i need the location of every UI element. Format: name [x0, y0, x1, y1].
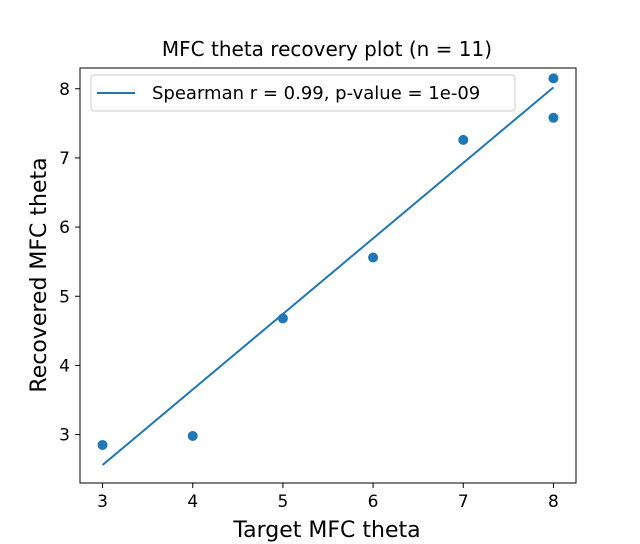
x-tick-label: 5	[277, 492, 288, 512]
x-tick-label: 8	[548, 492, 559, 512]
plot-frame	[79, 67, 577, 484]
x-tick-label: 4	[187, 492, 198, 512]
y-tick-label: 8	[59, 80, 70, 100]
data-point	[548, 73, 559, 84]
data-point	[548, 112, 559, 123]
fit-line-layer	[101, 86, 555, 466]
data-point	[368, 252, 379, 263]
plot-area	[79, 67, 577, 484]
scatter-points-layer	[97, 73, 559, 450]
x-tick-label: 3	[97, 492, 108, 512]
legend-label: Spearman r = 0.99, p-value = 1e-09	[152, 83, 480, 104]
y-axis-label: Recovered MFC theta	[27, 157, 52, 392]
y-tick-label: 3	[59, 426, 70, 446]
y-tick-label: 6	[59, 218, 70, 238]
x-axis-label: Target MFC theta	[232, 518, 420, 543]
x-axis-ticks: 3 4 5 6 7 8	[97, 483, 559, 512]
y-tick-label: 5	[59, 287, 70, 307]
y-axis-ticks: 3 4 5 6 7 8	[59, 80, 80, 446]
y-tick-label: 7	[59, 149, 70, 169]
data-point	[187, 430, 198, 441]
legend-box	[90, 74, 516, 112]
y-tick-label: 4	[59, 356, 70, 376]
x-tick-label: 6	[368, 492, 379, 512]
fit-line	[101, 86, 555, 466]
data-point	[97, 439, 108, 450]
data-point	[458, 134, 469, 145]
data-point	[277, 313, 288, 324]
legend: Spearman r = 0.99, p-value = 1e-09	[90, 74, 516, 112]
chart-title: MFC theta recovery plot (n = 11)	[162, 37, 492, 61]
x-tick-label: 7	[458, 492, 469, 512]
